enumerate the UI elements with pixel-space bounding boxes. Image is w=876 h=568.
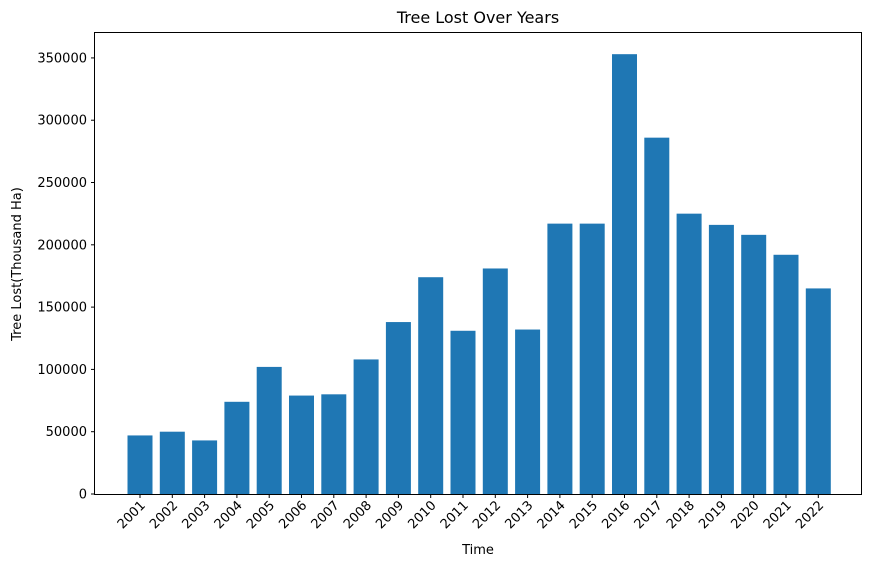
bar-2017 — [644, 137, 670, 494]
bar-2022 — [805, 288, 831, 494]
bar-2021 — [773, 254, 799, 494]
bar-2008 — [353, 359, 379, 494]
y-tick-label: 0 — [79, 488, 87, 503]
bar-2018 — [676, 213, 702, 494]
y-axis-label: Tree Lost(Thousand Ha) — [10, 187, 25, 342]
bar-2013 — [515, 329, 541, 494]
bar-2003 — [192, 440, 218, 494]
bar-2020 — [741, 234, 767, 494]
bar-2006 — [289, 395, 314, 494]
bar-2014 — [547, 223, 573, 494]
y-tick-label: 350000 — [37, 51, 87, 66]
bar-2011 — [450, 330, 476, 494]
y-tick-label: 250000 — [37, 176, 87, 191]
bar-2009 — [385, 322, 411, 494]
bar-2005 — [256, 366, 282, 494]
bar-2019 — [708, 224, 734, 494]
y-tick-label: 300000 — [37, 114, 87, 129]
y-axis: 0 50000 100000 150000 200000 250000 300000 3500… — [37, 51, 95, 503]
bar-2002 — [159, 431, 185, 494]
plot-frame — [94, 32, 862, 495]
y-tick-label: 50000 — [46, 425, 87, 440]
bars-group — [127, 54, 831, 495]
y-tick-label: 150000 — [37, 301, 87, 316]
bar-2004 — [224, 401, 250, 494]
bar-2010 — [418, 277, 444, 494]
y-tick-label: 100000 — [37, 363, 87, 378]
chart-title: Tree Lost Over Years — [396, 8, 559, 27]
bar-2015 — [579, 223, 605, 494]
x-axis-label: Time — [461, 543, 494, 558]
bar-2016 — [612, 54, 637, 495]
y-tick-label: 200000 — [37, 238, 87, 253]
bar-2007 — [321, 394, 347, 494]
bar-2012 — [482, 268, 508, 494]
bar-2001 — [127, 435, 153, 494]
